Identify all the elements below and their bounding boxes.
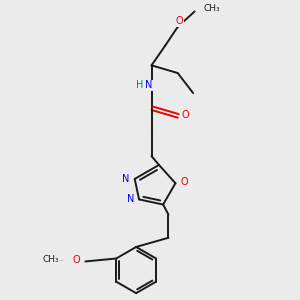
Text: CH₃: CH₃ [204, 4, 220, 13]
Text: methoxy: methoxy [204, 8, 210, 10]
Text: N: N [145, 80, 152, 90]
Text: H: H [136, 80, 143, 90]
Text: methoxy: methoxy [58, 259, 64, 260]
Text: O: O [176, 16, 183, 26]
Text: O: O [72, 255, 80, 265]
Text: CH₃: CH₃ [43, 255, 59, 264]
Text: N: N [127, 194, 134, 204]
Text: O: O [180, 177, 188, 187]
Text: O: O [182, 110, 189, 120]
Text: N: N [122, 174, 130, 184]
